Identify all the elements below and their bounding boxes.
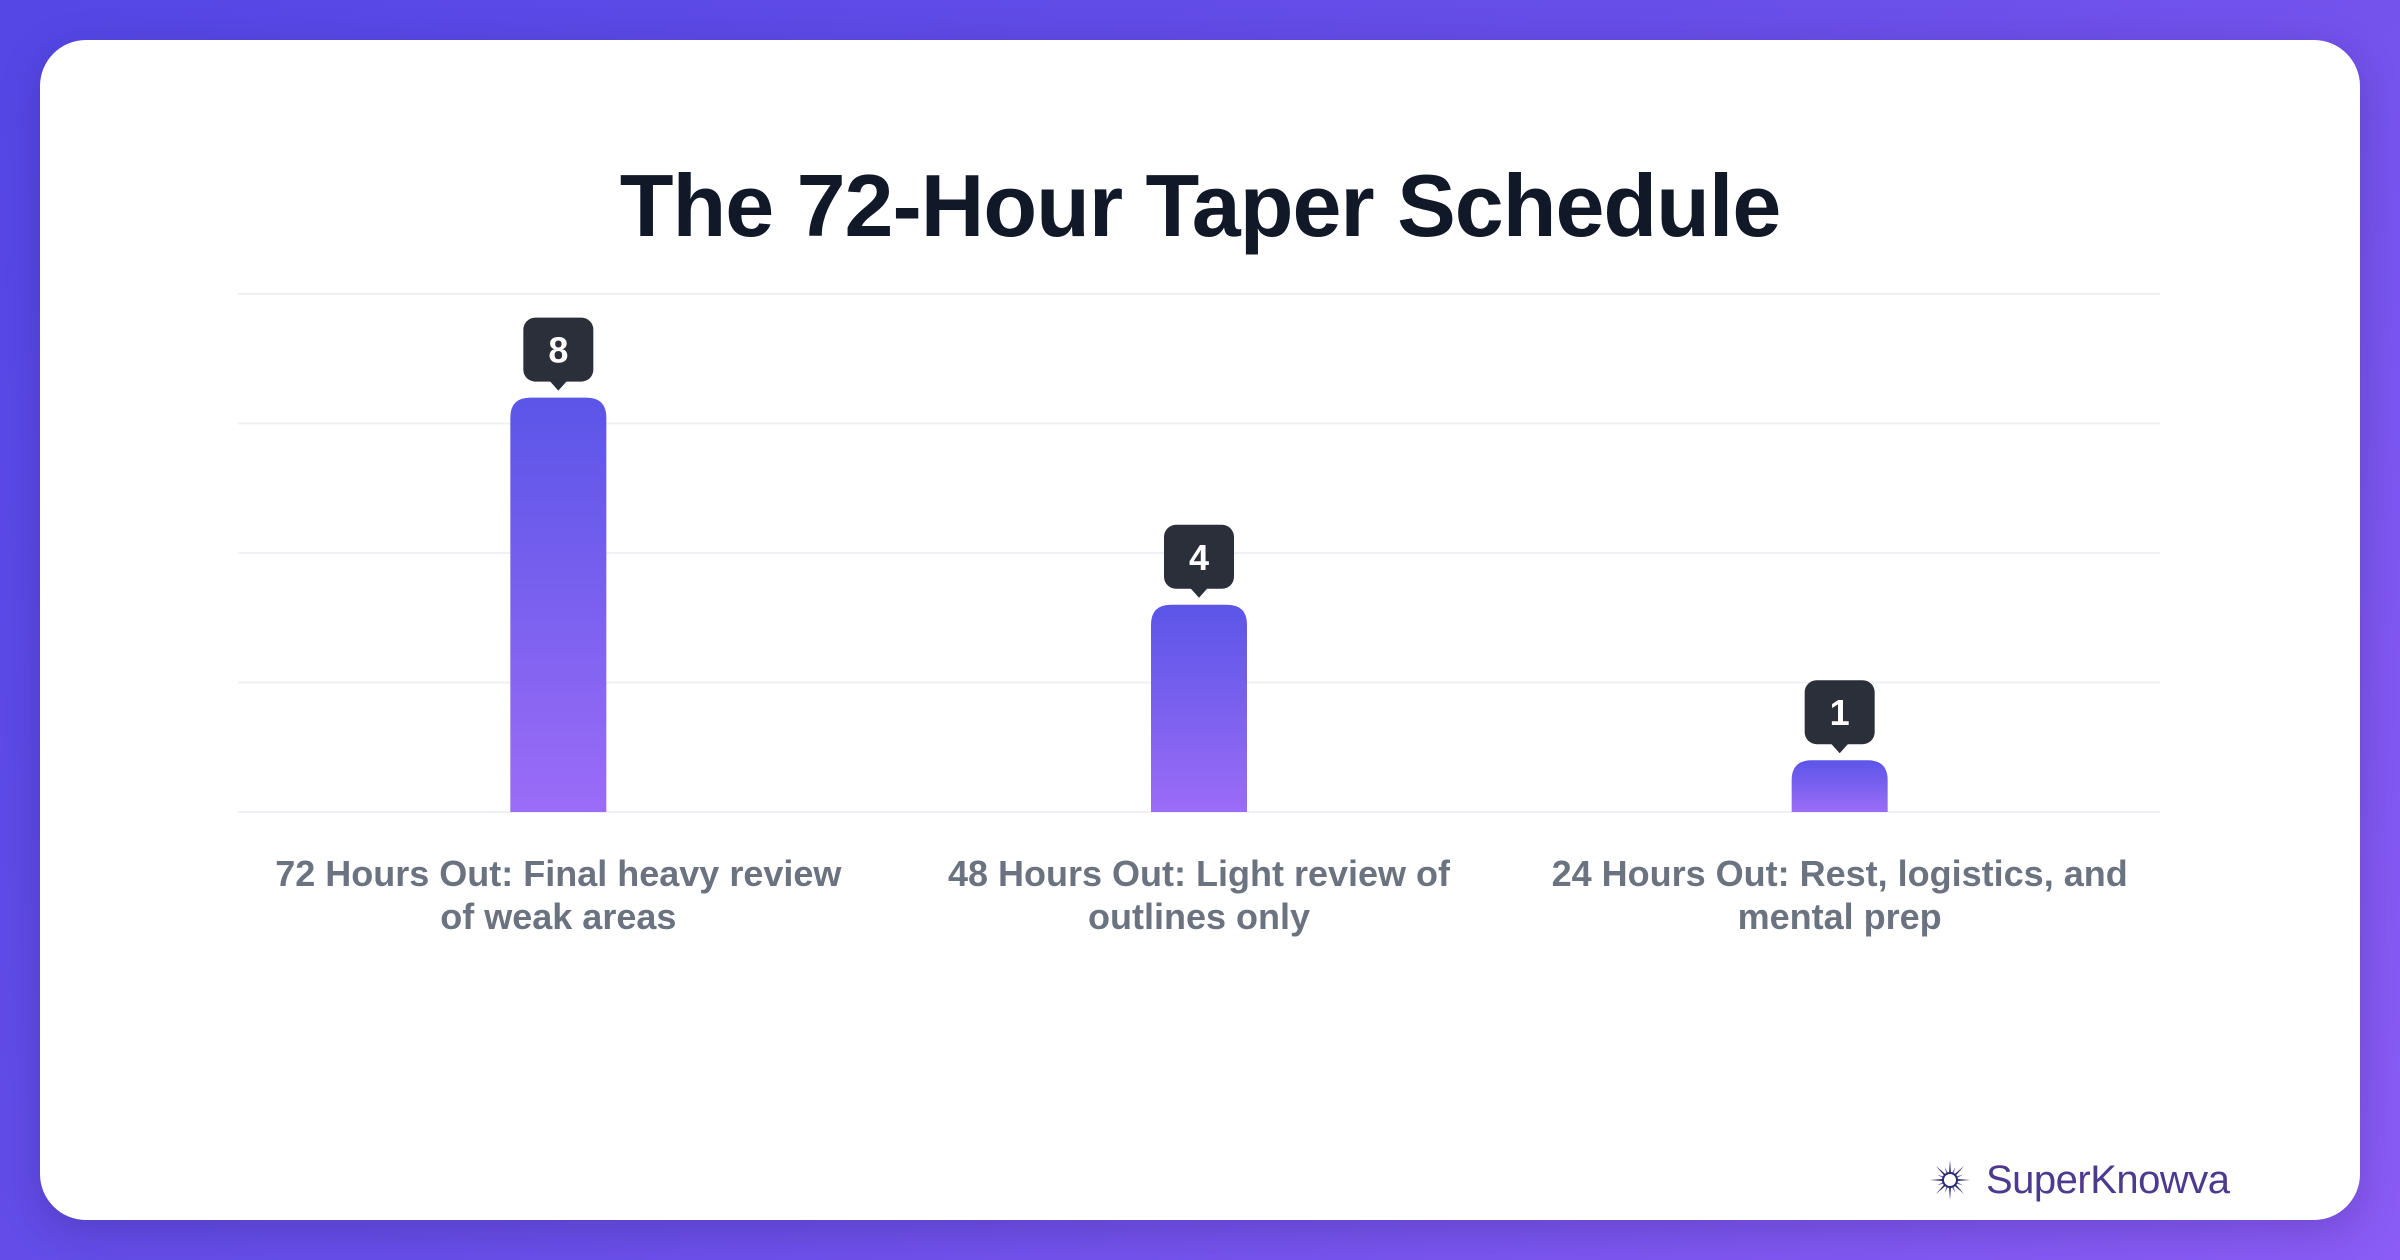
category-label: 48 Hours Out: Light review of outlines o… [947, 853, 1451, 937]
category-label: 72 Hours Out: Final heavy review of weak… [275, 853, 842, 937]
category-label: 24 Hours Out: Rest, logistics, and menta… [1551, 853, 2128, 937]
brand: SuperKnowva [1928, 1150, 2230, 1210]
bar [510, 397, 607, 812]
chart-title: The 72-Hour Taper Schedule [619, 156, 1782, 255]
value-labels: 8 4 1 [523, 317, 1875, 754]
value-label: 1 [1804, 680, 1875, 754]
starburst-logo-icon [1930, 1160, 1970, 1200]
bar [1151, 604, 1247, 812]
svg-text:8: 8 [548, 330, 568, 371]
bars [510, 397, 1888, 812]
bar [1791, 760, 1888, 812]
value-label: 4 [1164, 524, 1234, 598]
svg-text:4: 4 [1189, 537, 1209, 578]
value-label: 8 [523, 317, 594, 391]
svg-text:1: 1 [1830, 692, 1850, 733]
brand-name: SuperKnowva [1986, 1157, 2230, 1202]
